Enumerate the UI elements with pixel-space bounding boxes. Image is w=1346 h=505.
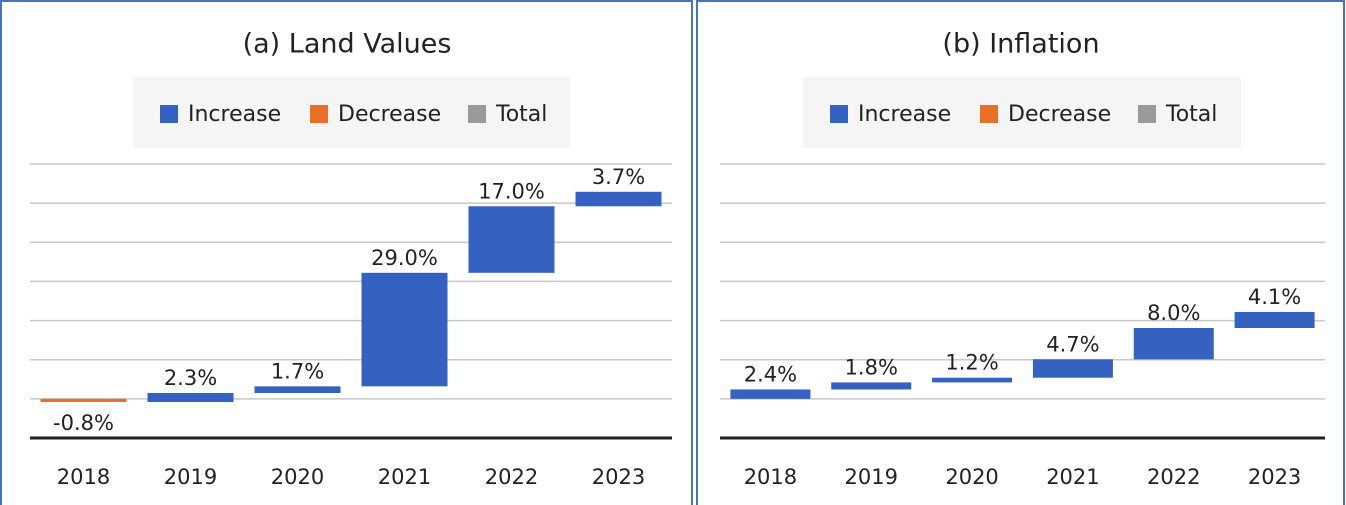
data-label: 1.7% — [271, 359, 324, 383]
data-label: 17.0% — [478, 179, 545, 203]
legend-label: Increase — [188, 102, 281, 127]
legend-box — [803, 77, 1241, 148]
bar — [1133, 328, 1214, 360]
data-label: 2.3% — [164, 366, 217, 390]
data-label: 4.1% — [1248, 285, 1301, 309]
bar — [1234, 311, 1315, 329]
legend-swatch — [160, 105, 178, 123]
legend-swatch — [980, 105, 998, 123]
panel-border — [0, 0, 693, 505]
legend-swatch — [830, 105, 848, 123]
bar — [468, 206, 555, 273]
bar — [831, 382, 912, 390]
legend-label: Decrease — [338, 102, 441, 127]
x-tick-label: 2022 — [1147, 465, 1200, 489]
legend-box — [133, 77, 570, 148]
data-label: 2.4% — [744, 362, 797, 386]
x-tick-label: 2018 — [744, 465, 797, 489]
x-tick-label: 2019 — [164, 465, 217, 489]
bar — [575, 191, 662, 207]
panel-border — [696, 0, 1345, 505]
legend-swatch — [310, 105, 328, 123]
x-tick-label: 2020 — [945, 465, 998, 489]
x-tick-label: 2021 — [378, 465, 431, 489]
legend-label: Decrease — [1008, 102, 1111, 127]
chart-title: (a) Land Values — [243, 29, 452, 60]
data-label: 1.2% — [945, 351, 998, 375]
data-label: 1.8% — [845, 355, 898, 379]
x-tick-label: 2022 — [485, 465, 538, 489]
data-label: 3.7% — [592, 165, 645, 189]
data-label: 8.0% — [1147, 301, 1200, 325]
bar — [730, 389, 811, 399]
bar — [361, 272, 448, 387]
legend-swatch — [1138, 105, 1156, 123]
legend-label: Total — [1165, 102, 1217, 127]
x-tick-label: 2023 — [1248, 465, 1301, 489]
bar — [147, 392, 234, 402]
legend-swatch — [468, 105, 486, 123]
data-label: 29.0% — [371, 246, 438, 270]
x-tick-label: 2023 — [592, 465, 645, 489]
chart-title: (b) Inflation — [942, 29, 1099, 60]
bar — [932, 377, 1013, 383]
legend-label: Total — [495, 102, 547, 127]
bar — [1032, 359, 1113, 378]
bar — [40, 398, 127, 402]
x-tick-label: 2021 — [1046, 465, 1099, 489]
bar — [254, 386, 341, 393]
x-tick-label: 2019 — [845, 465, 898, 489]
legend-label: Increase — [858, 102, 951, 127]
x-tick-label: 2020 — [271, 465, 324, 489]
data-label: 4.7% — [1046, 332, 1099, 356]
x-tick-label: 2018 — [57, 465, 110, 489]
data-label: -0.8% — [53, 411, 114, 435]
